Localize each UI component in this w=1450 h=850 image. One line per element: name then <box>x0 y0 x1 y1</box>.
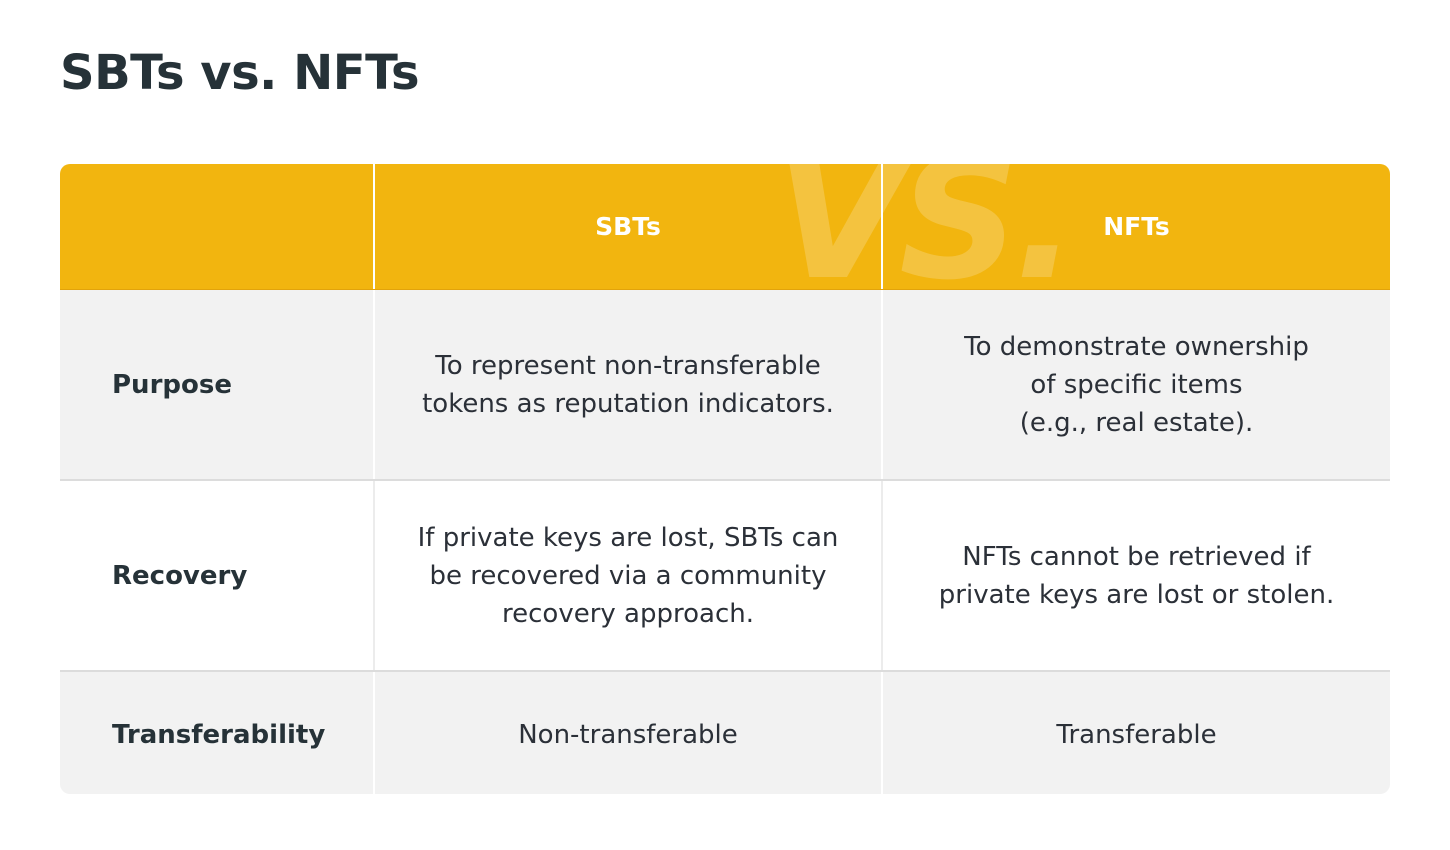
purpose-sbts-cell: To represent non-transferable tokens as … <box>373 290 881 479</box>
table-row-purpose: Purpose To represent non-transferable to… <box>60 290 1390 481</box>
table-header-row: VS. SBTs NFTs <box>60 164 1390 290</box>
row-label-recovery: Recovery <box>112 560 248 591</box>
comparison-table: VS. SBTs NFTs Purpose To represent non-t… <box>60 164 1390 794</box>
row-label-purpose: Purpose <box>112 369 232 400</box>
page-title: SBTs vs. NFTs <box>60 45 420 101</box>
header-nfts: NFTs <box>881 164 1390 289</box>
header-sbts: SBTs <box>373 164 881 289</box>
transferability-sbts-cell: Non-transferable <box>373 672 881 794</box>
table-row-transferability: Transferability Non-transferable Transfe… <box>60 672 1390 794</box>
recovery-nfts-cell: NFTs cannot be retrieved if private keys… <box>881 481 1390 670</box>
header-empty-cell <box>60 164 373 289</box>
transferability-nfts-cell: Transferable <box>881 672 1390 794</box>
recovery-sbts-cell: If private keys are lost, SBTs can be re… <box>373 481 881 670</box>
table-row-recovery: Recovery If private keys are lost, SBTs … <box>60 481 1390 672</box>
purpose-nfts-cell: To demonstrate ownership of specific ite… <box>881 290 1390 479</box>
row-label-transferability: Transferability <box>112 719 326 750</box>
